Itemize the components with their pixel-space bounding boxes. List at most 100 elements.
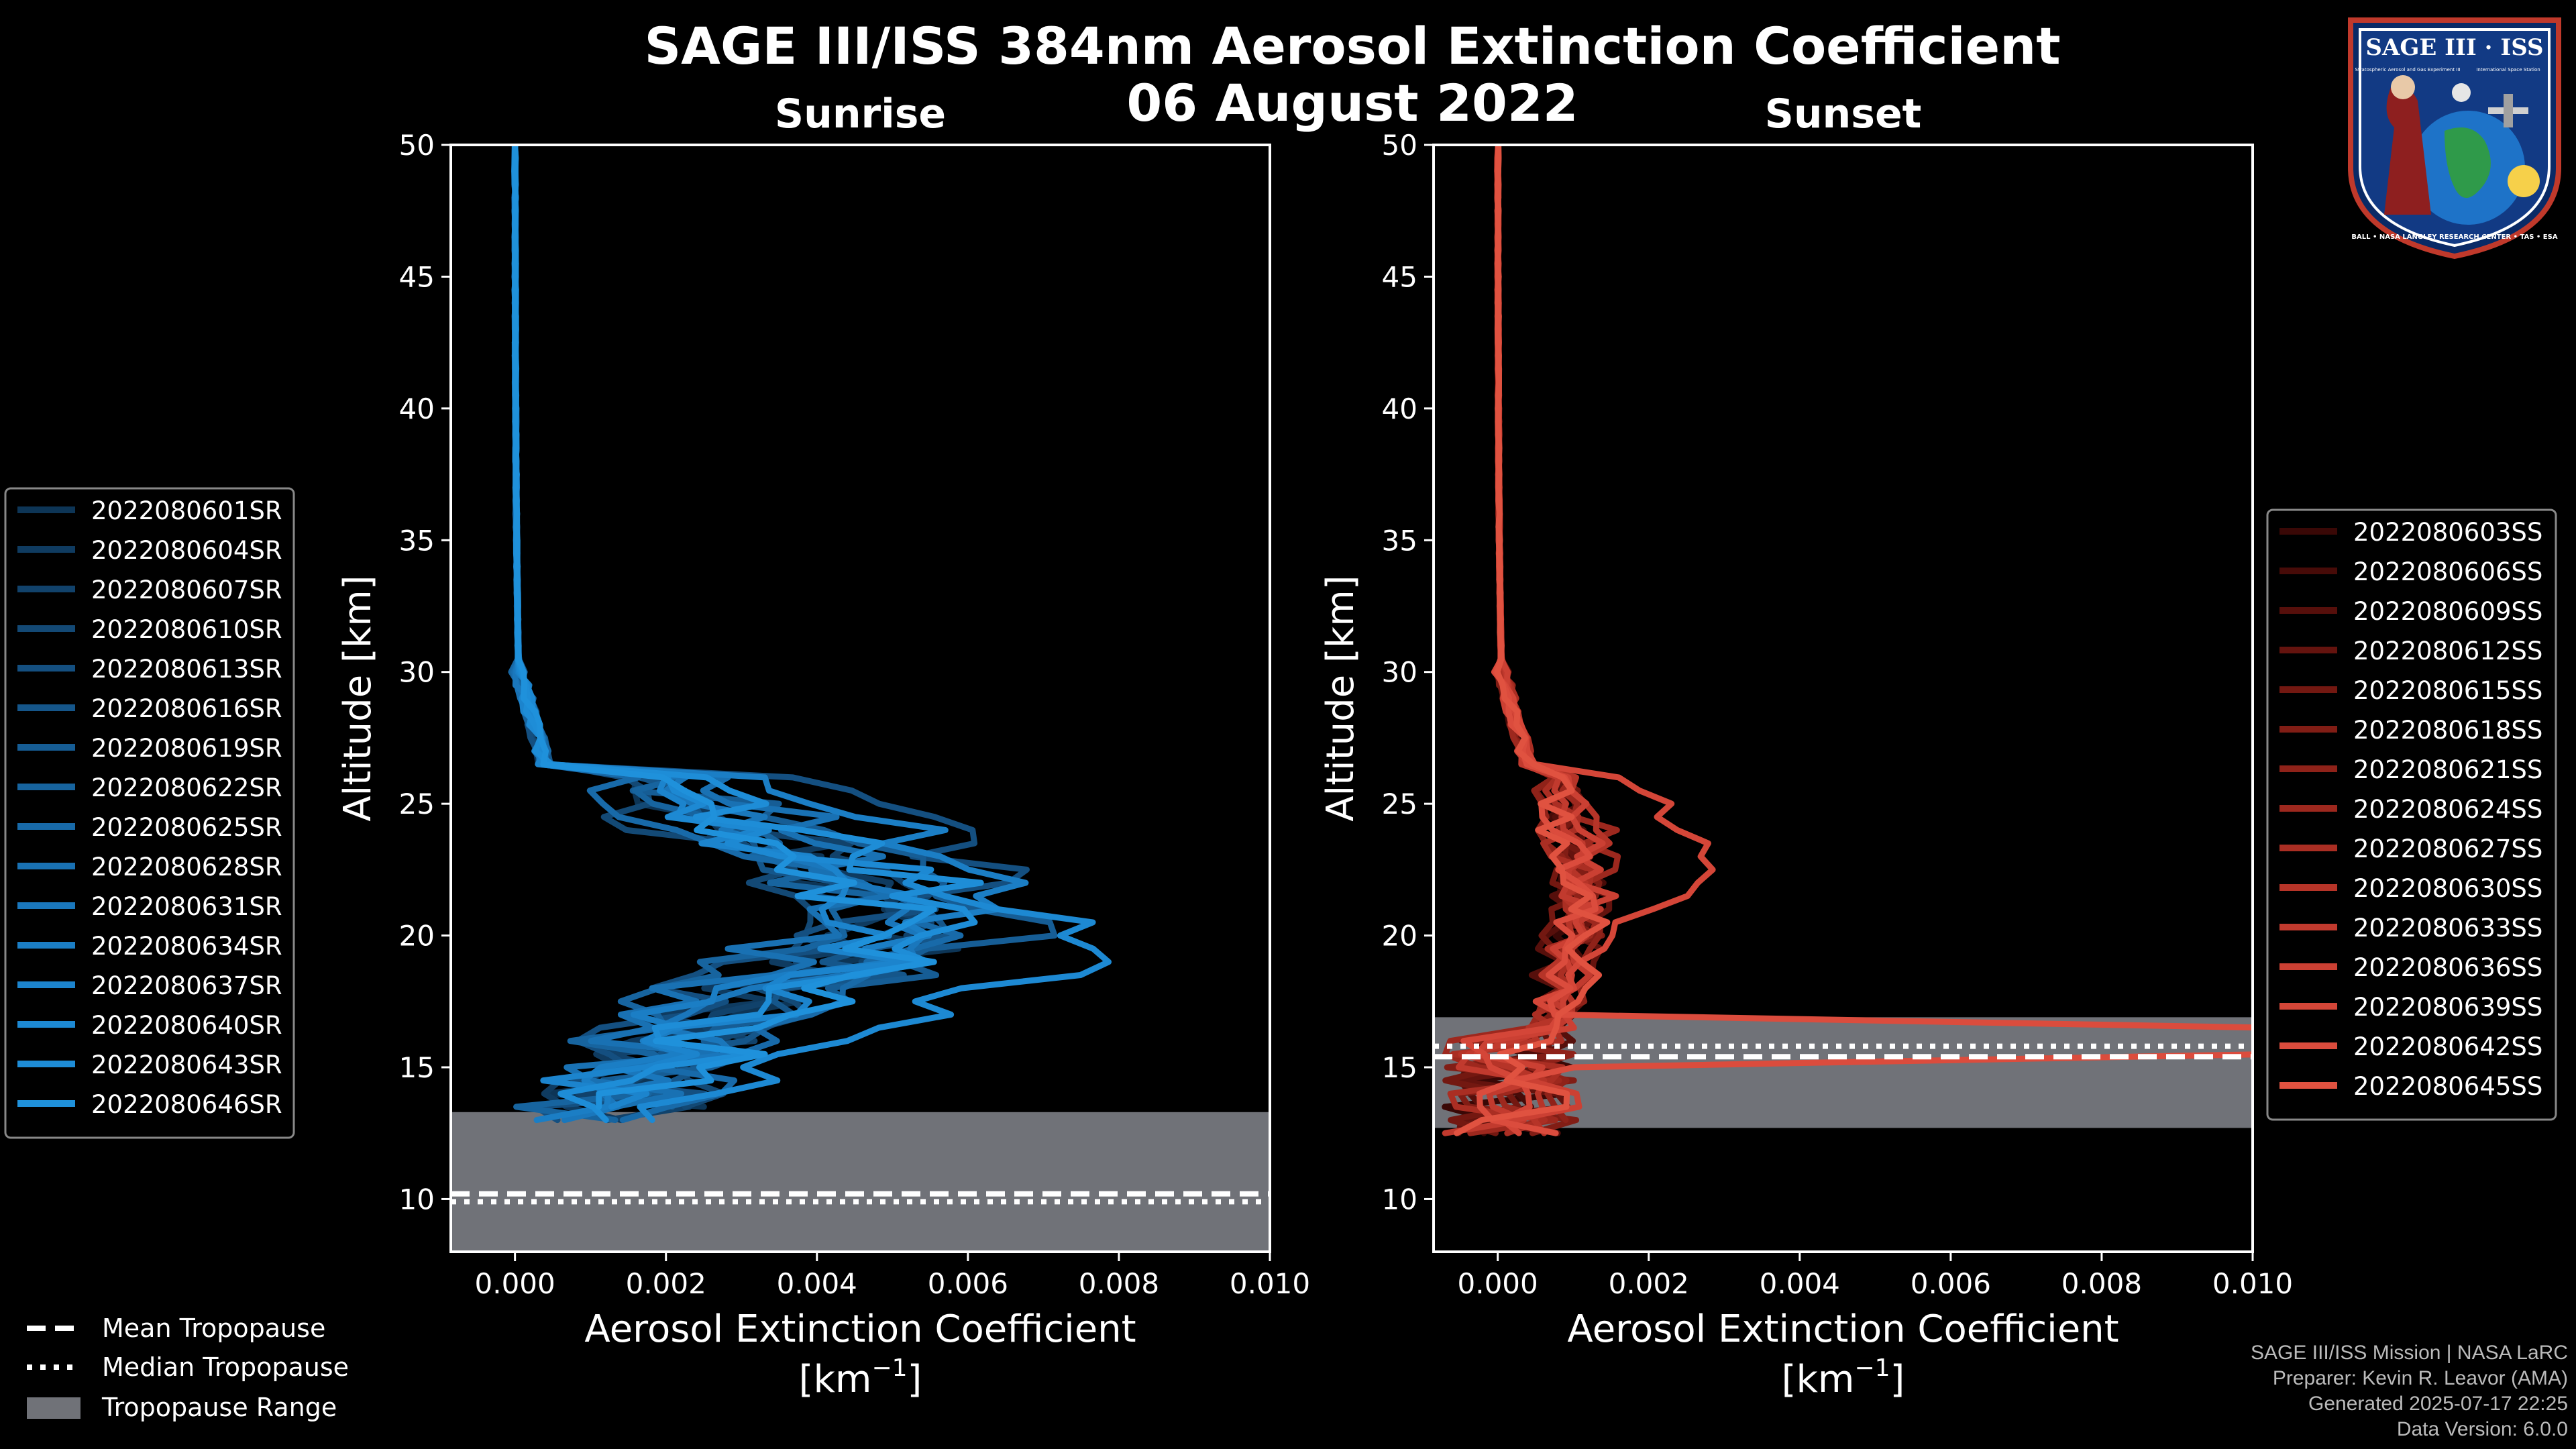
legend-label-2022080603SS: 2022080603SS (2353, 518, 2542, 547)
credits-mission: SAGE III/ISS Mission | NASA LaRC (2251, 1342, 2568, 1364)
sunrise-subplot-title: Sunrise (775, 91, 946, 138)
sunset-xaxis-unit: [km−1] (1782, 1354, 1905, 1401)
sunset-xtick-label: 0.000 (1458, 1267, 1538, 1300)
logo-sun-icon (2508, 165, 2540, 197)
logo-moon-icon (2452, 83, 2471, 102)
sunset-yaxis-label: Altitude [km] (1319, 575, 1362, 821)
logo-small-left: Stratospheric Aerosol and Gas Experiment… (2355, 67, 2460, 72)
legend-label-2022080606SS: 2022080606SS (2353, 557, 2542, 586)
sunrise-legend-box (4, 487, 295, 1139)
mean-tropopause-label: Mean Tropopause (102, 1313, 325, 1343)
profile-2022080642SS (1476, 145, 2253, 1136)
legend-label-2022080640SR: 2022080640SR (91, 1011, 282, 1040)
logo-station-panel-icon (2504, 94, 2513, 127)
tropopause-range-label: Tropopause Range (101, 1393, 337, 1422)
legend-label-2022080619SR: 2022080619SR (91, 734, 282, 763)
logo-ring-text: BALL • NASA LANGLEY RESEARCH CENTER • TA… (2351, 233, 2557, 241)
tropopause-legend: Mean Tropopause Median Tropopause Tropop… (27, 1313, 349, 1422)
sage-iii-iss-mission-logo: SAGE III · ISS Stratospheric Aerosol and… (2348, 17, 2561, 260)
legend-label-2022080642SS: 2022080642SS (2353, 1032, 2542, 1061)
sunrise-xtick-label: 0.002 (626, 1267, 706, 1300)
sunset-ytick-label: 40 (1382, 392, 1417, 425)
sunset-xtick-label: 0.002 (1609, 1267, 1689, 1300)
legend-label-2022080610SR: 2022080610SR (91, 615, 282, 644)
legend-label-2022080609SS: 2022080609SS (2353, 597, 2542, 626)
sunset-ytick-label: 15 (1382, 1051, 1417, 1084)
sunrise-ytick-label: 30 (399, 656, 435, 689)
sunset-xaxis-label: Aerosol Extinction Coefficient (1567, 1307, 2118, 1351)
credits-generated: Generated 2025-07-17 22:25 (2308, 1393, 2568, 1415)
credits-preparer: Preparer: Kevin R. Leavor (AMA) (2272, 1367, 2568, 1389)
legend-label-2022080624SS: 2022080624SS (2353, 795, 2542, 824)
sunrise-xtick-label: 0.008 (1079, 1267, 1159, 1300)
sunrise-ytick-label: 10 (399, 1183, 435, 1216)
sunrise-xaxis-unit-base: [km (799, 1358, 872, 1401)
profile-2022080645SS (1454, 145, 1611, 1136)
sunset-xtick-label: 0.008 (2061, 1267, 2142, 1300)
sunset-legend: 2022080603SS 2022080606SS 2022080609SS 2022… (2266, 508, 2557, 1121)
legend-label-2022080616SR: 2022080616SR (91, 694, 282, 723)
sunrise-legend: 2022080601SR 2022080604SR 2022080607SR 2022… (4, 487, 295, 1139)
logo-title: SAGE III · ISS (2365, 34, 2543, 61)
sunrise-ytick-label: 15 (399, 1051, 435, 1084)
sunrise-ytick-label: 20 (399, 920, 435, 953)
sunset-ytick-label: 35 (1382, 524, 1417, 557)
legend-label-2022080607SR: 2022080607SR (91, 576, 282, 604)
sunset-xtick-label: 0.004 (1760, 1267, 1840, 1300)
sunrise-tropopause-range (451, 1112, 1270, 1252)
sunrise-ytick-label: 50 (399, 129, 435, 162)
legend-label-2022080612SS: 2022080612SS (2353, 637, 2542, 665)
logo-figure-head-icon (2391, 75, 2415, 99)
sunset-panel: Sunset 10 15 20 25 30 35 40 45 50 0.000 0.002 0.004 0… (1319, 91, 2293, 1401)
sunset-ytick-label: 50 (1382, 129, 1417, 162)
figure-title-line2: 06 August 2022 (1126, 73, 1578, 133)
logo-figure-icon (2384, 85, 2431, 215)
sunset-plot-frame (1432, 144, 2254, 1253)
legend-label-2022080615SS: 2022080615SS (2353, 676, 2542, 705)
sunrise-xaxis-unit: [km−1] (799, 1354, 922, 1401)
legend-label-2022080622SR: 2022080622SR (91, 773, 282, 802)
credits-block: SAGE III/ISS Mission | NASA LaRC Prepare… (2251, 1340, 2568, 1442)
sunset-ytick-label: 45 (1382, 260, 1417, 293)
legend-label-2022080621SS: 2022080621SS (2353, 755, 2542, 784)
figure-title-line1: SAGE III/ISS 384nm Aerosol Extinction Co… (644, 16, 2060, 76)
sunrise-xtick-label: 0.006 (928, 1267, 1008, 1300)
sunrise-ytick-label: 40 (399, 392, 435, 425)
sunset-ytick-label: 30 (1382, 656, 1417, 689)
median-tropopause-label: Median Tropopause (102, 1352, 349, 1382)
legend-label-2022080613SR: 2022080613SR (91, 655, 282, 684)
legend-label-2022080646SR: 2022080646SR (91, 1090, 282, 1119)
sunset-ytick-label: 20 (1382, 920, 1417, 953)
legend-label-2022080630SS: 2022080630SS (2353, 874, 2542, 903)
sunset-xtick-label: 0.010 (2212, 1267, 2293, 1300)
sunset-legend-box (2266, 508, 2557, 1121)
legend-label-2022080633SS: 2022080633SS (2353, 914, 2542, 943)
logo-continent-icon (2445, 127, 2491, 198)
sunrise-yaxis-label: Altitude [km] (336, 575, 380, 821)
legend-label-2022080628SR: 2022080628SR (91, 853, 282, 881)
legend-label-2022080634SR: 2022080634SR (91, 932, 282, 961)
legend-label-2022080601SR: 2022080601SR (91, 496, 282, 525)
sunrise-xaxis-unit-exponent: −1 (871, 1354, 907, 1382)
profile-2022080646SR (511, 145, 937, 1110)
credits-data-version: Data Version: 6.0.0 (2396, 1418, 2568, 1440)
profile-2022080643SR (511, 145, 984, 1124)
legend-label-2022080639SS: 2022080639SS (2353, 993, 2542, 1022)
legend-label-2022080637SR: 2022080637SR (91, 971, 282, 1000)
sunrise-plot-frame (449, 144, 1271, 1253)
legend-label-2022080625SR: 2022080625SR (91, 813, 282, 842)
sunset-ytick-label: 10 (1382, 1183, 1417, 1216)
sunset-xaxis-unit-close: ] (1890, 1358, 1905, 1401)
sunset-xtick-label: 0.006 (1911, 1267, 1991, 1300)
sunset-subplot-title: Sunset (1765, 91, 1922, 138)
sunrise-panel: Sunrise 10 15 20 25 30 35 40 45 50 0.000 0.002 0.004… (336, 91, 1310, 1401)
profile-2022080633SS (1442, 145, 1604, 1136)
legend-label-2022080643SR: 2022080643SR (91, 1051, 282, 1079)
sunrise-ytick-label: 35 (399, 524, 435, 557)
legend-label-2022080618SS: 2022080618SS (2353, 716, 2542, 745)
legend-label-2022080631SR: 2022080631SR (91, 892, 282, 921)
tropopause-range-swatch (27, 1397, 80, 1419)
sunrise-xaxis-label: Aerosol Extinction Coefficient (584, 1307, 1136, 1351)
sunrise-xtick-label: 0.004 (777, 1267, 857, 1300)
